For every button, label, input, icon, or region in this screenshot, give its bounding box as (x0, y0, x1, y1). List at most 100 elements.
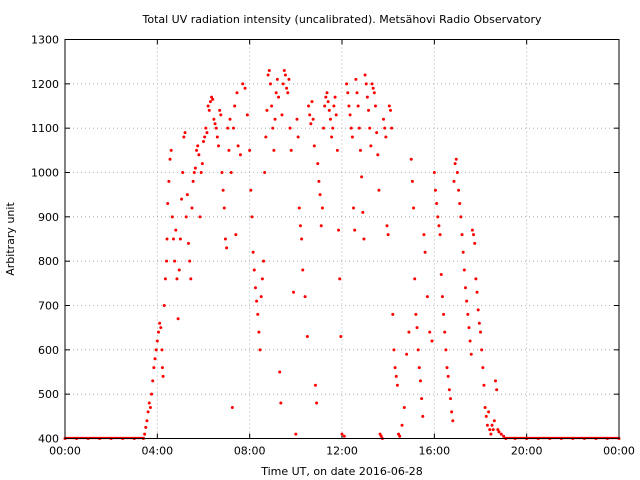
data-point (313, 383, 317, 387)
data-point (499, 432, 503, 436)
data-point (297, 206, 301, 210)
y-axis-label: Arbitrary unit (4, 202, 17, 276)
y-tick-label: 1000 (31, 167, 59, 180)
data-point (154, 348, 158, 352)
data-point (418, 379, 422, 383)
data-point (168, 157, 172, 161)
data-point (415, 326, 419, 330)
data-point (437, 224, 441, 228)
data-point (180, 197, 184, 201)
data-point (288, 126, 292, 130)
data-point (311, 117, 315, 121)
data-point (333, 95, 337, 99)
data-point (469, 352, 473, 356)
x-tick-label: 04:00 (141, 445, 173, 458)
data-point (281, 82, 285, 86)
data-point (400, 423, 404, 427)
data-point (348, 113, 352, 117)
data-point (326, 100, 330, 104)
data-point (275, 77, 279, 81)
data-point (219, 113, 223, 117)
data-point (328, 117, 332, 121)
data-point (349, 126, 353, 130)
data-point (372, 91, 376, 95)
data-point (334, 113, 338, 117)
data-point (183, 131, 187, 135)
data-point (352, 206, 356, 210)
data-point (280, 113, 284, 117)
data-point (205, 131, 209, 135)
data-point (369, 144, 373, 148)
data-point (253, 286, 257, 290)
data-point (222, 206, 226, 210)
data-point (207, 108, 211, 112)
data-point (452, 179, 456, 183)
data-point (250, 215, 254, 219)
data-point (295, 117, 299, 121)
data-point (340, 432, 344, 436)
data-point (305, 335, 309, 339)
data-point (243, 86, 247, 90)
data-point (301, 268, 305, 272)
data-point (479, 330, 482, 334)
data-point (170, 215, 174, 219)
data-point (202, 139, 205, 143)
data-point (206, 104, 210, 108)
data-point (467, 326, 471, 330)
data-point (188, 259, 192, 263)
data-point (476, 308, 480, 312)
data-point (182, 135, 186, 139)
data-point (356, 104, 360, 108)
data-point (392, 348, 396, 352)
data-point (193, 166, 197, 170)
x-tick-label: 08:00 (234, 445, 266, 458)
data-point (475, 290, 479, 294)
y-tick-label: 400 (38, 433, 59, 446)
data-point (417, 366, 421, 370)
data-point (230, 405, 234, 409)
data-point (278, 370, 282, 374)
data-point (443, 330, 447, 334)
data-point (156, 330, 160, 334)
data-point (252, 268, 256, 272)
data-point (393, 366, 397, 370)
data-point (196, 144, 200, 148)
data-point (489, 432, 493, 436)
data-point (162, 304, 166, 307)
data-point (370, 82, 374, 86)
data-point (470, 228, 474, 232)
data-point (488, 428, 492, 432)
data-point (413, 277, 417, 281)
data-point (143, 432, 147, 436)
data-point (204, 126, 208, 130)
data-point (442, 312, 446, 316)
data-point (357, 126, 361, 130)
data-point (255, 299, 259, 303)
data-point (296, 135, 300, 139)
x-tick-label: 00:00 (603, 445, 635, 458)
data-point (365, 95, 369, 99)
data-point (468, 339, 472, 343)
data-point (217, 144, 221, 148)
data-point (342, 434, 346, 438)
y-tick-label: 600 (38, 344, 59, 357)
data-point (439, 272, 443, 276)
data-point (319, 224, 323, 228)
data-point (376, 153, 380, 157)
data-point (248, 148, 252, 152)
data-point (266, 73, 270, 77)
data-point (229, 171, 233, 174)
data-point (178, 237, 182, 241)
data-point (397, 432, 401, 436)
data-point (277, 95, 281, 99)
data-point (235, 91, 239, 95)
data-point (347, 104, 351, 108)
data-point (198, 215, 202, 219)
data-point (386, 233, 390, 237)
data-point (398, 434, 402, 438)
data-point (358, 148, 362, 152)
data-point (444, 348, 448, 352)
data-point (161, 374, 165, 378)
data-point (416, 348, 420, 352)
data-point (263, 171, 267, 174)
